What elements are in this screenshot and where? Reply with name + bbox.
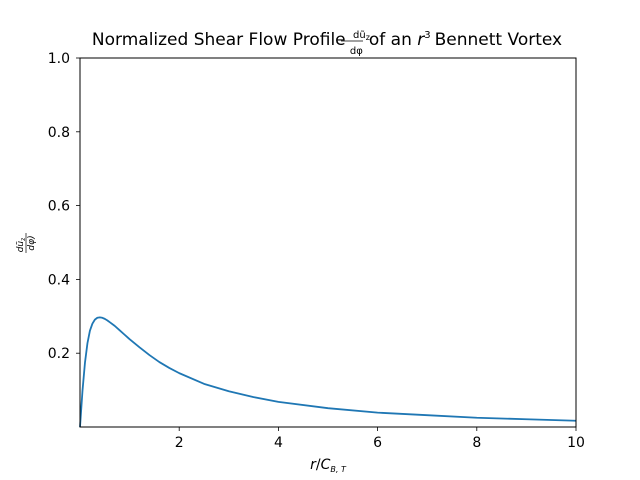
plot-area	[79, 316, 577, 428]
x-tick-label: 4	[274, 435, 283, 451]
series-line-0	[79, 316, 577, 428]
y-tick-label: 0.4	[48, 272, 70, 288]
y-label-numerator: dũz	[16, 238, 27, 253]
y-axis-label: dũz dφ)	[16, 233, 37, 253]
x-tick-label: 8	[472, 435, 481, 451]
y-tick-label: 1.0	[48, 51, 70, 67]
x-axis-label: r/CB, T	[310, 457, 347, 474]
x-tick-label: 6	[373, 435, 382, 451]
chart-title: Normalized Shear Flow Profile dũz dφof an…	[92, 30, 562, 57]
axes-frame	[79, 57, 577, 428]
y-label-denominator: dφ)	[27, 235, 37, 250]
y-tick-label: 0.8	[48, 125, 70, 141]
x-tick-label: 10	[567, 435, 585, 451]
y-tick-label: 0.6	[48, 199, 70, 215]
x-tick-label: 2	[175, 435, 184, 451]
y-tick-label: 0.2	[48, 346, 70, 362]
